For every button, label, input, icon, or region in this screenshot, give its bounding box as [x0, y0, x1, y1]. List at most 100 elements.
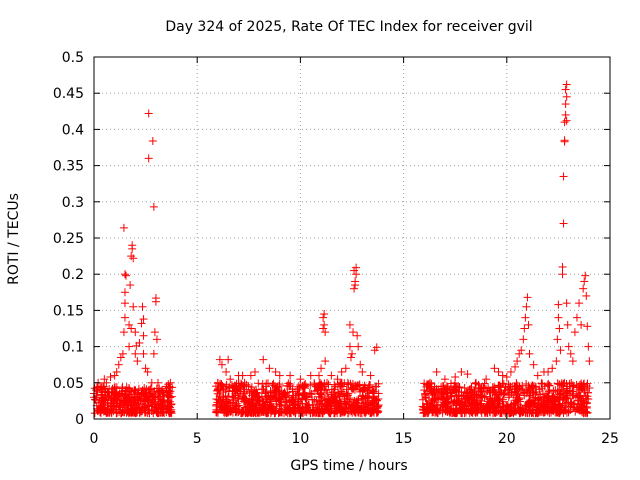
roti-point — [505, 407, 514, 416]
roti-point — [312, 397, 321, 406]
roti-point — [561, 406, 570, 415]
x-axis-label: GPS time / hours — [290, 458, 407, 474]
roti-point — [167, 409, 176, 418]
roti-point — [125, 320, 134, 329]
roti-point — [245, 398, 254, 407]
roti-point — [517, 346, 526, 355]
roti-point — [560, 118, 569, 127]
roti-point — [241, 394, 250, 403]
y-tick-label: 0.35 — [53, 159, 84, 175]
roti-point — [352, 263, 361, 272]
roti-point — [562, 299, 571, 308]
roti-point — [585, 357, 594, 366]
roti-point — [354, 395, 363, 404]
roti-point — [116, 353, 125, 362]
roti-point — [525, 397, 534, 406]
roti-point — [513, 390, 522, 399]
roti-point — [553, 408, 562, 417]
roti-point — [131, 349, 140, 358]
roti-point — [149, 349, 158, 358]
roti-point — [147, 400, 156, 409]
roti-point — [354, 342, 363, 351]
x-tick-label: 0 — [90, 431, 99, 447]
roti-point — [563, 320, 572, 329]
roti-point — [93, 387, 102, 396]
roti-point — [105, 385, 114, 394]
roti-point — [121, 394, 130, 403]
roti-point — [568, 357, 577, 366]
roti-point — [293, 385, 302, 394]
roti-point — [141, 364, 150, 373]
roti-point — [306, 407, 315, 416]
roti-point — [580, 408, 589, 417]
y-tick-label: 0.45 — [53, 86, 84, 102]
roti-point — [490, 364, 499, 373]
roti-point — [525, 349, 534, 358]
roti-point — [270, 406, 279, 415]
roti-point — [326, 397, 335, 406]
roti-point — [498, 371, 507, 380]
roti-point — [520, 388, 529, 397]
roti-point — [495, 399, 504, 408]
roti-point — [510, 406, 519, 415]
roti-point — [291, 409, 300, 418]
roti-point — [543, 394, 552, 403]
roti-point — [294, 395, 303, 404]
roti-point — [545, 408, 554, 417]
roti-point — [145, 396, 154, 405]
roti-point — [145, 385, 154, 394]
roti-point — [580, 277, 589, 286]
roti-point — [213, 378, 222, 387]
roti-point — [226, 375, 235, 384]
roti-point — [140, 408, 149, 417]
roti-point — [128, 405, 137, 414]
roti-point — [234, 379, 243, 388]
roti-point — [298, 391, 307, 400]
roti-point — [296, 375, 305, 384]
roti-point — [263, 379, 272, 388]
y-axis-label: ROTI / TECUs — [6, 193, 22, 285]
x-tick-label: 10 — [291, 431, 309, 447]
data-points — [90, 80, 594, 418]
roti-point — [118, 387, 127, 396]
roti-point — [449, 400, 458, 409]
roti-point — [120, 313, 129, 322]
roti-point — [138, 404, 147, 413]
roti-point — [259, 408, 268, 417]
roti-point — [115, 399, 124, 408]
roti-point — [317, 364, 326, 373]
roti-point — [322, 386, 331, 395]
roti-point — [222, 367, 231, 376]
roti-point — [128, 244, 137, 253]
roti-point — [321, 357, 330, 366]
roti-point — [489, 385, 498, 394]
y-tick-label: 0.05 — [53, 376, 84, 392]
x-tick-label: 20 — [498, 431, 516, 447]
roti-point — [488, 394, 497, 403]
roti-point — [511, 362, 520, 371]
roti-point — [297, 407, 306, 416]
roti-point — [355, 404, 364, 413]
roti-point — [138, 302, 147, 311]
roti-point — [229, 393, 238, 402]
roti-point — [215, 355, 224, 364]
roti-point — [273, 383, 282, 392]
roti-point — [275, 371, 284, 380]
roti-point — [475, 383, 484, 392]
roti-point — [266, 388, 275, 397]
roti-point — [372, 396, 381, 405]
roti-point — [330, 390, 339, 399]
roti-point — [121, 271, 130, 280]
roti-point — [528, 393, 537, 402]
roti-point — [374, 402, 383, 411]
roti-point — [315, 389, 324, 398]
roti-point — [419, 402, 428, 411]
roti-point — [480, 379, 489, 388]
roti-point — [112, 367, 121, 376]
roti-point — [258, 380, 267, 389]
axis-ticks: 0 5 10 15 20 25 0 0.05 0.1 0.15 0.2 0.25 0.3 0.35 0.4 0… — [53, 50, 619, 447]
roti-point — [548, 364, 557, 373]
roti-point — [136, 406, 145, 415]
roti-point — [285, 382, 294, 391]
